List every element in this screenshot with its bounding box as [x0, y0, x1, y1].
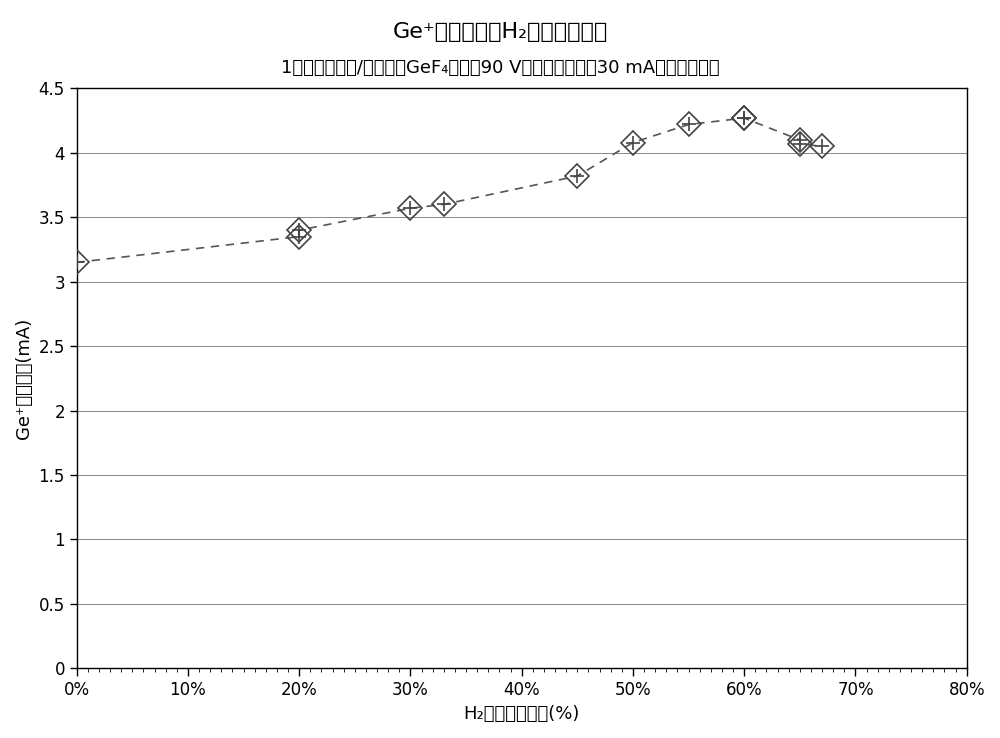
Y-axis label: Ge⁺射束电流(mA): Ge⁺射束电流(mA): [15, 318, 33, 439]
X-axis label: H₂混合物百分比(%): H₂混合物百分比(%): [464, 705, 580, 723]
Text: 1标准立方厘米/分钟下的GeF₄流动、90 V下的电弧电压、30 mA下的源极光束: 1标准立方厘米/分钟下的GeF₄流动、90 V下的电弧电压、30 mA下的源极光…: [281, 59, 719, 77]
Text: Ge⁺射束电流对H₂混合物百分比: Ge⁺射束电流对H₂混合物百分比: [392, 22, 608, 42]
